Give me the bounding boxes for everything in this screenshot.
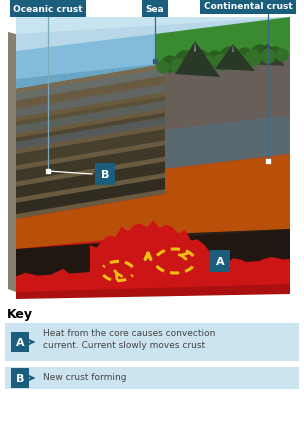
Text: Continental crust: Continental crust	[204, 2, 292, 11]
Polygon shape	[16, 97, 165, 134]
Polygon shape	[16, 69, 165, 102]
Polygon shape	[16, 195, 290, 249]
Polygon shape	[16, 146, 165, 182]
Polygon shape	[16, 101, 165, 134]
Circle shape	[201, 57, 215, 71]
Polygon shape	[165, 195, 290, 254]
Polygon shape	[16, 18, 290, 90]
Polygon shape	[16, 284, 290, 299]
Circle shape	[245, 51, 261, 67]
Circle shape	[214, 55, 230, 71]
Text: Oceanic crust: Oceanic crust	[13, 5, 83, 14]
Text: B: B	[16, 373, 24, 383]
FancyBboxPatch shape	[5, 367, 299, 389]
Text: Key: Key	[7, 307, 33, 320]
Circle shape	[207, 52, 223, 68]
Polygon shape	[165, 115, 290, 170]
Circle shape	[276, 50, 288, 62]
Text: B: B	[101, 170, 109, 180]
Circle shape	[191, 51, 209, 69]
Polygon shape	[16, 118, 165, 150]
Circle shape	[162, 57, 178, 73]
Polygon shape	[16, 65, 165, 219]
Polygon shape	[16, 65, 155, 90]
Polygon shape	[155, 18, 290, 72]
Polygon shape	[165, 155, 290, 210]
Circle shape	[261, 50, 275, 64]
Circle shape	[157, 62, 169, 74]
Polygon shape	[165, 55, 290, 130]
Polygon shape	[16, 178, 165, 215]
Circle shape	[175, 52, 195, 72]
Circle shape	[171, 60, 185, 74]
Text: Sea: Sea	[146, 5, 164, 14]
Text: Heat from the core causes convection
current. Current slowly moves crust: Heat from the core causes convection cur…	[43, 328, 215, 350]
Polygon shape	[215, 45, 255, 72]
Polygon shape	[16, 257, 290, 292]
Polygon shape	[16, 65, 165, 101]
Circle shape	[220, 48, 240, 68]
Polygon shape	[16, 113, 165, 150]
Polygon shape	[250, 44, 285, 67]
Polygon shape	[16, 85, 165, 118]
FancyBboxPatch shape	[5, 323, 299, 361]
Text: A: A	[16, 337, 24, 347]
Text: New crust forming: New crust forming	[43, 372, 126, 381]
Circle shape	[237, 49, 253, 65]
Polygon shape	[16, 230, 290, 277]
Polygon shape	[16, 18, 290, 292]
Circle shape	[185, 57, 201, 73]
Polygon shape	[16, 35, 155, 90]
Polygon shape	[90, 221, 210, 277]
Circle shape	[231, 54, 245, 68]
Polygon shape	[16, 130, 165, 166]
Polygon shape	[16, 81, 165, 117]
Text: A: A	[216, 256, 224, 266]
Circle shape	[251, 46, 269, 64]
Polygon shape	[16, 162, 165, 199]
Polygon shape	[175, 42, 220, 78]
Polygon shape	[16, 55, 290, 292]
Polygon shape	[8, 33, 16, 292]
Circle shape	[268, 48, 282, 62]
